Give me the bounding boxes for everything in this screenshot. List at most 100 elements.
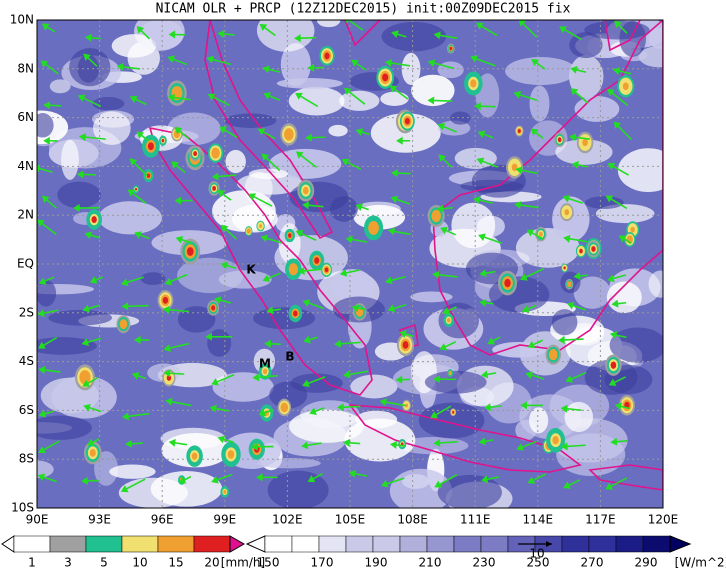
arrow-head (433, 438, 441, 447)
deep-cloud (585, 196, 624, 210)
lon-label: 111E (460, 513, 491, 527)
arrow-head (89, 276, 98, 284)
lon-label: 96E (151, 513, 174, 527)
olr-legend-label: 290 (635, 556, 658, 570)
arrow-head (614, 20, 622, 29)
arrow-head (219, 126, 227, 134)
arrow-head (257, 128, 266, 136)
lat-label: 8S (19, 452, 34, 466)
arrow-head (77, 94, 86, 102)
lat-label: 4N (17, 159, 34, 173)
lon-label: 102E (272, 513, 303, 527)
arrow-head (513, 91, 522, 99)
arrow-head (612, 67, 621, 75)
rain-cell (262, 368, 268, 375)
rain-cell (449, 46, 453, 51)
precip-legend-label: 3 (64, 556, 72, 570)
legend-swatch (291, 535, 320, 553)
lat-label: 6S (19, 403, 34, 417)
arrow-head (345, 235, 353, 244)
arrow-head (37, 164, 41, 173)
rain-cell (81, 372, 89, 382)
rain-cell (186, 247, 194, 256)
arrow-head (476, 157, 485, 166)
legend-end (669, 535, 692, 553)
arrow-head (76, 170, 84, 179)
cloud-patch (648, 27, 663, 49)
rain-cell (212, 149, 219, 157)
precip-legend-label: 5 (100, 556, 108, 570)
arrow-head (607, 274, 615, 283)
arrow-head (165, 397, 173, 406)
cloud-patch (617, 148, 663, 193)
rain-cell (405, 403, 409, 408)
rain-cell (557, 137, 562, 143)
arrow-head (82, 304, 90, 313)
arrow-head (307, 475, 316, 483)
arrow-head (610, 437, 618, 446)
rain-cell (227, 450, 235, 459)
lon-label: 90E (26, 513, 49, 527)
cloud-patch (289, 409, 364, 443)
rain-cell (382, 73, 389, 82)
arrow-head (525, 371, 533, 379)
cloud-patch (564, 401, 594, 433)
deep-cloud (48, 309, 113, 326)
arrow-head (432, 270, 440, 279)
arrow-head (37, 219, 45, 227)
arrow-head (515, 166, 523, 175)
rain-cell (630, 226, 635, 233)
arrow-head (384, 59, 393, 67)
precip-legend-unit: [mm/h] (221, 556, 265, 570)
arrow-head (518, 20, 527, 27)
arrow-head (527, 340, 536, 349)
cloud-patch (410, 291, 453, 303)
arrow-head (520, 273, 528, 281)
arrow-head (427, 59, 436, 68)
cloud-patch (569, 54, 604, 99)
legend-swatch (453, 535, 482, 553)
arrow-head (127, 189, 136, 197)
wind-vectors (37, 20, 633, 493)
arrow-head (389, 85, 398, 93)
arrow-head (136, 131, 145, 139)
rain-cell (452, 410, 455, 414)
arrow-head (217, 29, 225, 38)
arrow-head (484, 403, 492, 412)
cloud-patch (92, 111, 131, 145)
arrow-head (295, 229, 304, 238)
cloud-patch (288, 86, 345, 116)
arrow-head (570, 66, 578, 74)
arrow-head (303, 335, 311, 344)
arrow-head (175, 235, 184, 244)
arrow-head (605, 482, 614, 490)
rain-cell (162, 296, 169, 304)
rain-cell (293, 310, 298, 317)
olr-legend-label: 230 (473, 556, 496, 570)
deep-cloud (551, 309, 578, 336)
arrow-head (527, 476, 536, 484)
olr-legend-unit: [W/m^2] (675, 556, 726, 570)
legend-swatch (615, 535, 644, 553)
arrow-head (174, 196, 182, 205)
arrow-head (559, 26, 567, 34)
legend-swatch (345, 535, 374, 553)
arrow-head (38, 409, 47, 418)
legend-end (245, 535, 266, 553)
arrow-head (569, 133, 577, 142)
rain-cell (552, 436, 559, 445)
cloud-patch (529, 407, 549, 434)
rain-cell (504, 278, 511, 288)
arrow-head (251, 442, 258, 451)
rain-cell (212, 185, 216, 191)
rain-cell (567, 282, 571, 287)
cloud-patch (380, 91, 409, 106)
rain-cell (622, 82, 629, 91)
arrow-head (618, 235, 627, 243)
arrow-head (334, 339, 342, 348)
arrow-head (211, 476, 219, 484)
deep-cloud (424, 370, 487, 394)
arrow-head (168, 438, 176, 447)
arrow-head (442, 307, 451, 315)
lon-label: 108E (397, 513, 428, 527)
